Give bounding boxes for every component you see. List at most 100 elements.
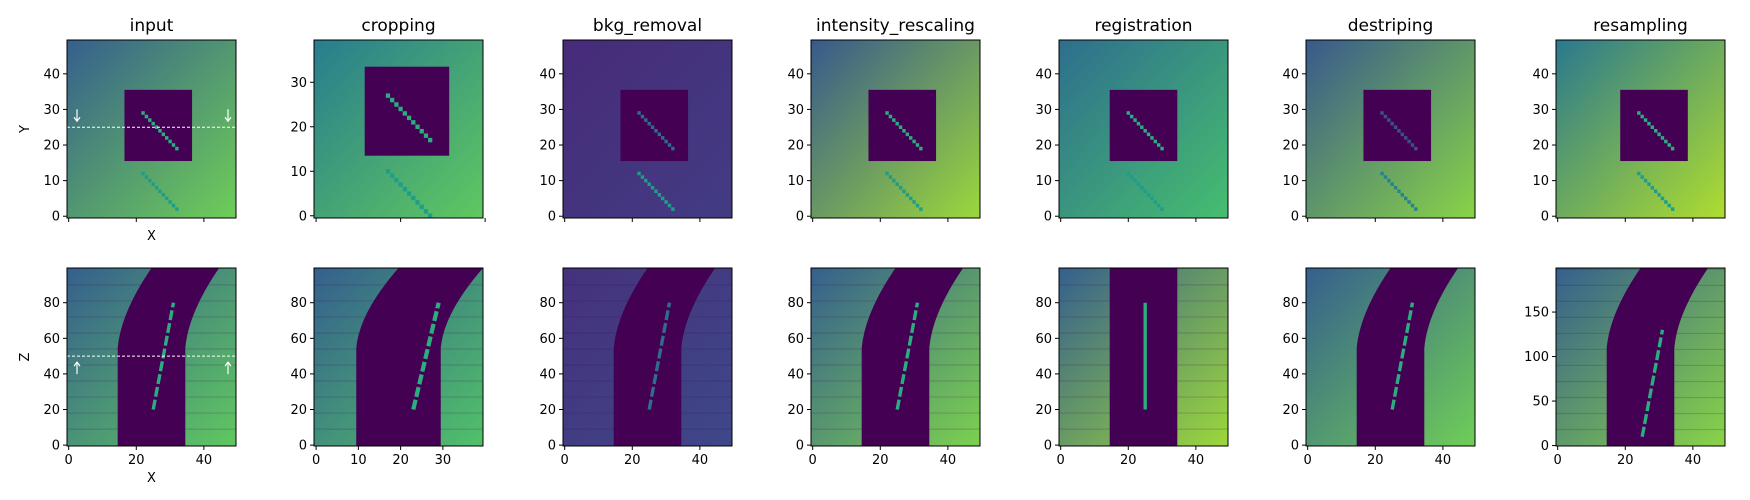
panel-1-1: 0 20 40 60 80 0 10 20 30 (290, 267, 484, 468)
line-inside-pixel (1397, 129, 1401, 133)
line-inside-pixel (1126, 111, 1130, 115)
line-inside-pixel (1647, 121, 1651, 126)
line-outside-pixel (637, 171, 641, 176)
ytick-label: 60 (1035, 332, 1052, 347)
line-inside-pixel (175, 146, 179, 151)
line-outside-pixel (1153, 200, 1158, 204)
line-outside-pixel (411, 195, 416, 201)
ytick-label: 80 (1282, 296, 1299, 311)
line-inside-pixel (1160, 146, 1164, 151)
ytick-label: 0 (1291, 210, 1299, 225)
x-axis-label: X (147, 471, 156, 486)
ytick-label: 20 (43, 139, 60, 154)
line-inside-pixel (892, 118, 896, 122)
line-outside-pixel (1404, 196, 1408, 201)
arrow-icon (73, 361, 81, 367)
dark-band (1356, 268, 1459, 446)
line-inside-pixel (1414, 146, 1418, 151)
xtick-label: 0 (1554, 453, 1562, 468)
line-outside-pixel (1650, 185, 1655, 190)
line-inside-pixel (1387, 118, 1391, 122)
line-outside-pixel (1136, 182, 1141, 186)
line-inside-pixel (888, 114, 893, 119)
xtick-label: 0 (1057, 453, 1065, 468)
xtick-label: 10 (350, 453, 367, 468)
line-inside-pixel (1643, 118, 1648, 122)
y-axis-label: Z (18, 352, 33, 361)
line-outside-pixel (1393, 185, 1398, 190)
line-outside-pixel (664, 200, 668, 204)
line-inside-pixel (644, 118, 648, 122)
ytick-label: 80 (787, 296, 804, 311)
xtick-label: 40 (1435, 453, 1452, 468)
panel-0-4: 0 10 20 30 40 registration (1035, 16, 1229, 225)
line-inside-pixel (171, 143, 176, 147)
line-outside-pixel (148, 178, 152, 183)
line-outside-pixel (650, 185, 655, 190)
ytick-label: 80 (1035, 296, 1052, 311)
heatmap-image (1059, 268, 1228, 446)
ytick-label: 60 (787, 332, 804, 347)
line-inside-pixel (419, 129, 424, 134)
ytick-label: 60 (43, 332, 60, 347)
line-outside-pixel (657, 193, 662, 197)
heatmap-image (811, 40, 980, 218)
line-outside-pixel (647, 182, 651, 186)
line-outside-pixel (895, 182, 899, 186)
ytick-label: 40 (1035, 367, 1052, 382)
ytick-label: 20 (1532, 139, 1549, 154)
ytick-label: 0 (1541, 210, 1549, 225)
ytick-label: 20 (1282, 403, 1299, 418)
panel-title: cropping (361, 16, 435, 36)
ytick-label: 20 (1282, 139, 1299, 154)
line-outside-pixel (1643, 178, 1648, 183)
axes-frame (313, 267, 484, 447)
line-outside-pixel (1126, 171, 1130, 176)
ytick-label: 40 (787, 367, 804, 382)
axes-frame (1058, 39, 1229, 219)
ytick-label: 30 (539, 103, 556, 118)
line-inside-pixel (1150, 136, 1154, 140)
line-outside-pixel (423, 209, 429, 214)
ytick-label: 60 (1282, 332, 1299, 347)
line-inside-pixel (1400, 132, 1405, 137)
ytick-label: 30 (1532, 103, 1549, 118)
line-outside-pixel (1664, 200, 1668, 204)
line-outside-pixel (640, 175, 645, 179)
line-outside-pixel (1133, 178, 1137, 183)
ytick-label: 10 (787, 174, 804, 189)
line-outside-pixel (902, 189, 906, 194)
line-outside-pixel (1660, 196, 1665, 201)
line-outside-pixel (428, 213, 433, 218)
panel-0-6: 0 10 20 30 40 resampling (1532, 16, 1726, 225)
line-inside-pixel (902, 129, 906, 133)
axes-frame (1058, 267, 1229, 447)
xtick-label: 20 (392, 453, 409, 468)
line-outside-pixel (1654, 189, 1658, 194)
ytick-label: 40 (539, 67, 556, 82)
line-inside-pixel (1136, 121, 1141, 126)
xtick-label: 40 (196, 453, 213, 468)
line-inside-pixel (1670, 146, 1675, 151)
line-outside-pixel (1380, 171, 1384, 176)
axes-frame (810, 267, 981, 447)
ytick-label: 20 (1035, 139, 1052, 154)
bright-line (411, 302, 441, 410)
line-inside-pixel (161, 132, 166, 137)
line-outside-pixel (909, 196, 913, 201)
line-inside-pixel (919, 146, 923, 151)
axes-frame (66, 39, 237, 219)
ytick-label: 20 (290, 403, 307, 418)
xtick-label: 20 (872, 453, 889, 468)
heatmap-image (1556, 268, 1725, 446)
line-inside-pixel (654, 129, 658, 133)
panel-title: intensity_rescaling (816, 16, 975, 36)
ytick-label: 0 (1044, 439, 1052, 454)
y-axis-label: Y (18, 125, 33, 134)
line-inside-pixel (423, 133, 429, 138)
panel-1-4: 0 20 40 60 80 0 20 40 (1035, 267, 1229, 468)
ytick-label: 40 (1532, 67, 1549, 82)
line-outside-pixel (161, 193, 166, 197)
xtick-label: 20 (1120, 453, 1137, 468)
